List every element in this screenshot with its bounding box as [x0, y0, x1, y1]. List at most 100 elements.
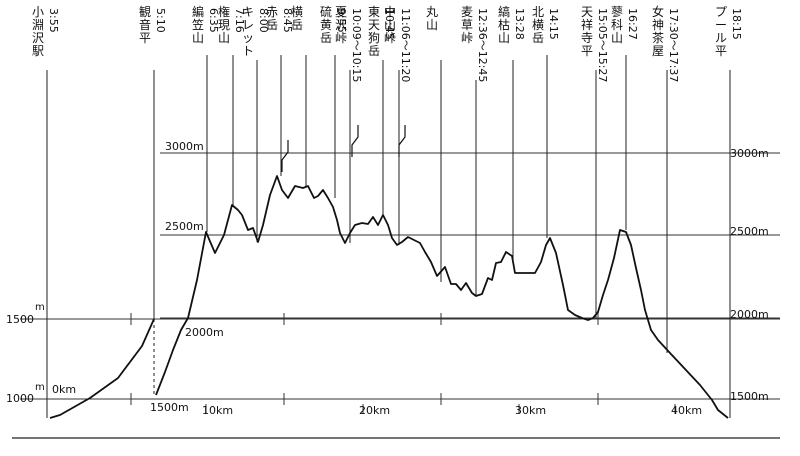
station-time: 16:27 [626, 8, 639, 40]
station-name-char: 岳 [291, 18, 303, 32]
right-scale-label-2000: 2000m [730, 308, 769, 321]
station-name-char: 屋 [652, 44, 664, 58]
station-name-char: 黄 [320, 18, 332, 32]
axis-break-zigzag [398, 125, 406, 157]
station-label: 麦草峠 12:36〜12:45 [461, 5, 489, 82]
station-name-char: 山 [498, 31, 510, 45]
station-label: 横岳 [291, 5, 303, 32]
station-name-char: 東 [368, 5, 380, 19]
station-name-char: ー [715, 18, 727, 32]
station-name-char: 駅 [32, 44, 44, 58]
station-label: 丸山 [426, 5, 438, 32]
scale-break-label-1500m: 1500m [150, 401, 189, 414]
station-name-char: 平 [139, 31, 151, 45]
station-name-char: 神 [652, 18, 664, 32]
left-scale-label-1500: 1500 [6, 313, 34, 326]
station-name-char: 山 [192, 31, 204, 45]
station-time: 14:15 [547, 8, 560, 40]
inner-label-2500m: 2500m [165, 220, 204, 233]
station-layer [46, 55, 731, 418]
station-name-char: 峠 [461, 30, 473, 45]
station-time: 3:55 [47, 8, 60, 33]
inner-label-2000m: 2000m [185, 326, 224, 339]
station-name-char: 小 [32, 5, 44, 19]
station-name-char: 祥 [581, 18, 593, 32]
station-name-char: 硫 [320, 4, 332, 19]
station-name-char: 天 [368, 18, 380, 32]
station-name-char: 茶 [652, 30, 664, 45]
right-scale-label-3000: 3000m [730, 147, 769, 160]
station-time: 10:45 [383, 8, 396, 40]
station-name-char: 蓼 [611, 5, 623, 19]
x-tick-label: 20km [359, 404, 390, 417]
station-time: 7:16 [233, 8, 246, 33]
station-time: 15:05〜15:27 [596, 8, 609, 82]
station-time: 6:35 [207, 8, 220, 33]
station-name-char: 沢 [32, 31, 44, 45]
left-scale-unit-upper: m [35, 302, 45, 313]
station-name-char: 平 [715, 44, 727, 58]
axis-break-zigzag [351, 125, 359, 157]
station-label: 縞枯山 13:28 [498, 4, 526, 45]
station-time: 18:15 [730, 8, 743, 40]
station-name-char: 笠 [192, 17, 204, 32]
x-tick-label: 30km [515, 404, 546, 417]
station-name-char: 麦 [461, 5, 473, 19]
station-name-char: 山 [611, 31, 623, 45]
station-time: 17:30〜17:37 [667, 8, 680, 82]
station-name-char: 編 [192, 4, 204, 19]
station-name-char: 沢 [335, 18, 347, 32]
station-name-char: 岳 [368, 44, 380, 58]
station-label: 中山峠 11:06〜11:20 [384, 4, 412, 82]
station-time: 12:36〜12:45 [476, 8, 489, 82]
right-scale-label-2500: 2500m [730, 225, 769, 238]
station-name-char: 山 [218, 31, 230, 45]
axis-layer: 10001500mm1500m2000m2500m3000m3000m2500m… [6, 140, 780, 439]
station-time: 13:28 [513, 8, 526, 40]
station-name-char: 観 [139, 5, 151, 19]
profile-line-approach [49, 318, 155, 419]
station-name-char: 山 [384, 18, 396, 32]
station-label: 夏沢峠 10:09〜10:15 [335, 5, 363, 82]
station-name-char: 赤 [266, 5, 278, 19]
station-time: 10:09〜10:15 [350, 8, 363, 82]
station-name-char: 峠 [384, 30, 396, 45]
x-tick-label: 10km [202, 404, 233, 417]
station-name-char: 岳 [320, 31, 332, 45]
station-time: 8:00 [257, 8, 270, 33]
x-tick-label: 40km [671, 404, 702, 417]
station-time: 5:10 [154, 8, 167, 33]
station-name-char: 草 [461, 18, 473, 32]
station-name-char: 北 [532, 5, 544, 19]
right-scale-label-1500: 1500m [730, 390, 769, 403]
inner-label-3000m: 3000m [165, 140, 204, 153]
station-name-char: 権 [218, 4, 230, 19]
station-name-char: 岳 [266, 18, 278, 32]
station-name-char: キ [242, 5, 254, 19]
station-name-char: レ [242, 18, 254, 32]
station-time: 8:45 [281, 8, 294, 33]
station-label: 北横岳 14:15 [532, 5, 560, 45]
station-name-char: 丸 [426, 5, 438, 19]
left-scale-unit-lower: m [35, 382, 45, 393]
station-name-char: 平 [581, 44, 593, 58]
station-name-char: 夏 [335, 5, 347, 19]
station-name-char: ト [242, 44, 254, 58]
left-scale-label-1000: 1000 [6, 392, 34, 405]
station-name-char: 天 [581, 5, 593, 19]
profile-line-main [155, 175, 729, 419]
station-name-char: 山 [426, 18, 438, 32]
station-name-char: ッ [242, 31, 254, 45]
